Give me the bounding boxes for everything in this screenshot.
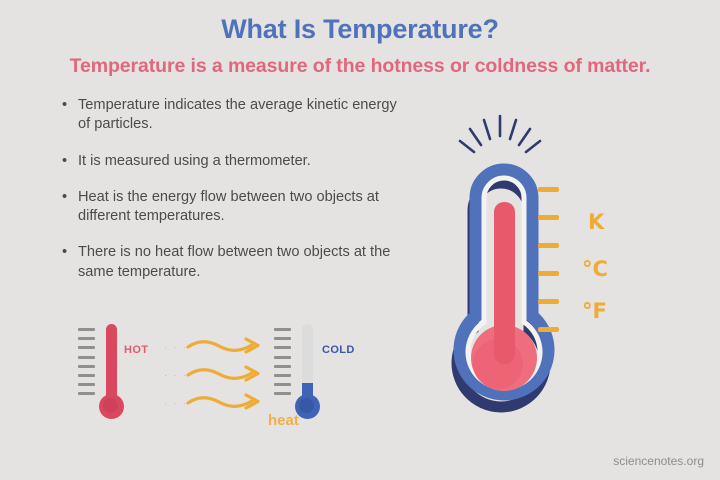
heat-caption: heat (268, 412, 299, 429)
hot-thermometer-scale (78, 328, 100, 402)
heat-arrow: · · · (164, 392, 274, 412)
heat-arrows-group: · · · · · · · · · heat (164, 328, 299, 429)
list-item-text: Heat is the energy flow between two obje… (78, 188, 379, 224)
main-thermometer-illustration: K °C °F (440, 112, 670, 442)
hot-thermometer-tube (106, 324, 117, 402)
thermometer-tick (538, 215, 559, 220)
cold-thermometer-scale (274, 328, 296, 402)
thermometer-tick (538, 327, 559, 332)
heat-flow-diagram: HOT · · · · · · · · · (78, 322, 358, 434)
unit-label-fahrenheit: °F (582, 299, 607, 323)
thermometer-tick (538, 299, 559, 304)
heat-arrow: · · · (164, 364, 274, 384)
thermometer-mercury (494, 202, 515, 364)
bullet-marker-icon: • (62, 152, 68, 169)
bullet-marker-icon: • (62, 97, 68, 113)
cold-thermometer-bulb (295, 394, 320, 419)
hot-thermometer-bulb (99, 394, 124, 419)
thermometer-shine-icon (458, 114, 542, 154)
unit-label-kelvin: K (588, 210, 605, 234)
list-item-text: There is no heat flow between two object… (78, 244, 391, 280)
list-item-text: It is measured using a thermometer. (78, 152, 311, 169)
hot-thermometer-icon: HOT (78, 322, 148, 434)
list-item: • It is measured using a thermometer. (62, 152, 412, 171)
list-item: • There is no heat flow between two obje… (62, 243, 412, 282)
heat-arrow-dots: · · · (164, 370, 188, 380)
page-subtitle: Temperature is a measure of the hotness … (69, 55, 651, 77)
thermometer-tick (538, 271, 559, 276)
cold-thermometer-tube (302, 324, 313, 402)
bullet-list: • Temperature indicates the average kine… (62, 96, 412, 299)
hot-label: HOT (124, 344, 149, 356)
list-item-text: Temperature indicates the average kineti… (78, 97, 397, 133)
thermometer-tick (538, 187, 559, 192)
cold-label: COLD (322, 344, 355, 356)
thermometer-tick (538, 243, 559, 248)
list-item: • Heat is the energy flow between two ob… (62, 188, 412, 227)
list-item: • Temperature indicates the average kine… (62, 96, 412, 135)
unit-label-celsius: °C (582, 257, 608, 281)
watermark: sciencenotes.org (613, 454, 704, 468)
page-title: What Is Temperature? (221, 14, 499, 44)
thermometer-body (451, 163, 555, 413)
bullet-marker-icon: • (62, 188, 68, 205)
cold-thermometer-fill (302, 382, 313, 402)
bullet-marker-icon: • (62, 244, 68, 261)
heat-arrow: · · · (164, 336, 274, 356)
cold-thermometer-icon: COLD (274, 322, 354, 434)
heat-arrow-dots: · · · (164, 342, 188, 352)
heat-arrow-dots: · · · (164, 398, 188, 408)
